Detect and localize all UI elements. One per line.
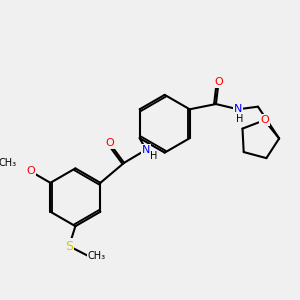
Text: S: S xyxy=(65,240,73,253)
Text: O: O xyxy=(26,166,35,176)
Text: CH₃: CH₃ xyxy=(0,158,17,168)
Text: O: O xyxy=(260,115,269,125)
Text: H: H xyxy=(236,114,244,124)
Text: O: O xyxy=(214,77,223,87)
Text: N: N xyxy=(234,104,242,114)
Text: O: O xyxy=(105,138,114,148)
Text: H: H xyxy=(150,151,157,161)
Text: CH₃: CH₃ xyxy=(88,250,106,261)
Text: N: N xyxy=(142,145,150,155)
